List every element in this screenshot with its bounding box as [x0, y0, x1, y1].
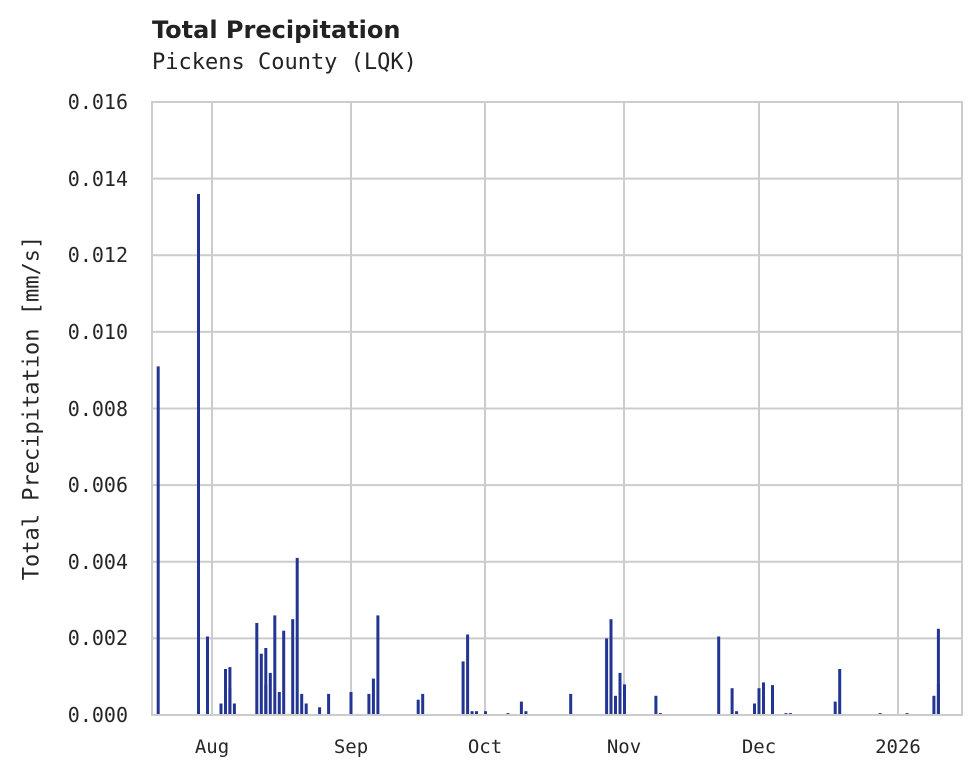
- precipitation-bar: [833, 701, 837, 715]
- precipitation-bar: [730, 688, 734, 715]
- y-tick-label: 0.012: [67, 243, 128, 268]
- precipitation-bar: [605, 638, 609, 715]
- precipitation-bar: [264, 648, 268, 715]
- precipitation-bar: [291, 619, 295, 715]
- precipitation-bar: [282, 630, 286, 715]
- precipitation-bar: [654, 695, 658, 715]
- precipitation-bar: [224, 669, 227, 715]
- y-tick-label: 0.002: [67, 626, 128, 651]
- precipitation-bar: [264, 684, 268, 715]
- precipitation-bar: [228, 688, 232, 715]
- y-tick-label: 0.008: [67, 396, 128, 421]
- precipitation-bar: [349, 692, 353, 715]
- precipitation-bar: [327, 693, 331, 715]
- precipitation-bar: [232, 703, 236, 715]
- precipitation-bar: [936, 628, 940, 715]
- precipitation-bar: [277, 692, 281, 715]
- precipitation-bar: [273, 615, 277, 715]
- precipitation-bar: [936, 684, 940, 715]
- precipitation-bar: [318, 707, 322, 715]
- precipitation-bar: [461, 661, 465, 715]
- chart-subtitle: Pickens County (LQK): [152, 50, 417, 75]
- x-tick-label: Aug: [194, 736, 230, 758]
- precipitation-bar: [519, 701, 523, 715]
- precipitation-bar: [295, 557, 299, 715]
- x-tick-label: Sep: [333, 736, 369, 758]
- precipitation-bar: [762, 682, 765, 715]
- precipitation-bar: [569, 693, 573, 715]
- precipitation-bar: [618, 672, 622, 715]
- precipitation-bar: [609, 619, 613, 715]
- x-tick-label: Dec: [741, 736, 777, 758]
- precipitation-bar: [376, 615, 380, 715]
- x-tick-label: Oct: [467, 736, 503, 758]
- y-tick-label: 0.010: [67, 319, 128, 344]
- x-tick-label: 2026: [875, 736, 921, 758]
- precipitation-bar: [197, 194, 200, 715]
- precipitation-bar: [367, 693, 371, 715]
- precipitation-bar: [614, 695, 617, 715]
- y-tick-label: 0.014: [67, 166, 128, 191]
- precipitation-bar: [156, 366, 160, 715]
- precipitation-bar: [623, 684, 626, 715]
- precipitation-bar: [304, 703, 308, 715]
- precipitation-bar: [717, 636, 721, 715]
- precipitation-bar: [771, 685, 774, 715]
- precipitation-bar: [753, 703, 756, 715]
- precipitation-bar: [932, 695, 936, 715]
- precipitation-bar: [219, 703, 223, 715]
- y-tick-label: 0.004: [67, 549, 128, 574]
- plot-frame: [151, 101, 963, 716]
- precipitation-bar: [484, 711, 487, 715]
- precipitation-bars: [156, 194, 940, 715]
- precipitation-bar: [470, 711, 474, 715]
- precipitation-bar: [300, 693, 304, 715]
- gridlines: [152, 101, 962, 716]
- precipitation-bar: [838, 669, 842, 715]
- precipitation-bar: [371, 678, 375, 715]
- precipitation-bar: [757, 688, 761, 715]
- precipitation-bar: [475, 711, 478, 715]
- y-tick-label: 0.006: [67, 473, 128, 498]
- precipitation-bar: [268, 672, 272, 715]
- chart-title: Total Precipitation: [152, 16, 401, 44]
- precipitation-bar: [259, 653, 263, 715]
- precipitation-bar: [735, 711, 739, 715]
- precipitation-bar: [524, 711, 528, 715]
- precipitation-bar: [255, 623, 259, 715]
- y-tick-label: 0.000: [67, 703, 128, 727]
- x-tick-label: Nov: [606, 736, 642, 758]
- precipitation-bar: [421, 693, 425, 715]
- precipitation-bar: [206, 636, 209, 715]
- precipitation-bar: [466, 634, 470, 715]
- precipitation-bar: [416, 699, 420, 715]
- y-tick-label: 0.016: [67, 90, 128, 114]
